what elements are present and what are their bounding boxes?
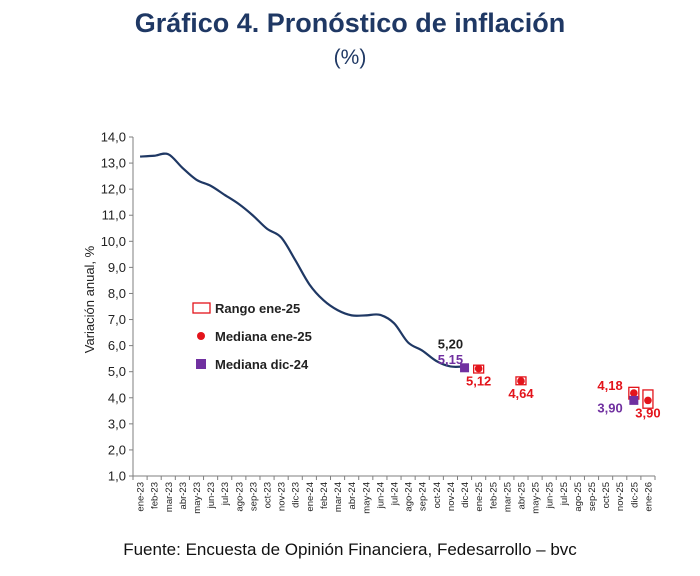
inflation-line [139, 152, 465, 368]
x-tick-label: ene-23 [136, 482, 147, 512]
x-tick-label: sep-25 [587, 482, 598, 511]
median-ene25-dot [474, 364, 483, 373]
x-tick-label: jun-25 [545, 482, 556, 509]
y-tick-label: 14,0 [101, 130, 126, 145]
x-tick-label: nov-25 [615, 482, 626, 511]
x-tick-label: dic-24 [460, 482, 471, 508]
data-label: 4,64 [508, 386, 534, 401]
x-tick-label: oct-24 [432, 482, 443, 508]
x-tick-label: ago-25 [573, 482, 584, 512]
y-tick-label: 12,0 [101, 182, 126, 197]
x-tick-label: may-24 [361, 482, 372, 514]
y-tick-label: 4,0 [108, 390, 126, 405]
x-tick-label: jun-24 [375, 482, 386, 509]
x-tick-label: abr-25 [516, 482, 527, 509]
x-tick-label: ene-24 [305, 482, 316, 512]
x-tick-label: ene-26 [643, 482, 654, 512]
data-label: 3,90 [597, 400, 622, 415]
median-ene25-dot [517, 377, 525, 385]
x-tick-label: mar-23 [164, 482, 175, 512]
legend-label: Rango ene-25 [215, 301, 300, 316]
x-tick-label: feb-23 [150, 482, 161, 509]
y-axis-label: Variación anual, % [82, 245, 97, 353]
median-dic24-square [460, 363, 470, 373]
legend-range-swatch [192, 302, 211, 314]
x-tick-label: jul-23 [220, 482, 231, 506]
data-label: 5,12 [466, 374, 491, 389]
legend-square-swatch [196, 359, 206, 369]
y-tick-label: 13,0 [101, 156, 126, 171]
median-dic24-square [629, 395, 639, 405]
x-tick-label: jul-24 [390, 482, 401, 506]
y-tick-label: 2,0 [108, 442, 126, 457]
y-tick-label: 9,0 [108, 260, 126, 275]
x-tick-label: dic-23 [291, 482, 302, 508]
source-note: Fuente: Encuesta de Opinión Financiera, … [123, 540, 577, 559]
x-tick-label: jun-23 [206, 482, 217, 509]
y-tick-label: 10,0 [101, 234, 126, 249]
x-tick-label: dic-25 [629, 482, 640, 508]
y-tick-label: 7,0 [108, 312, 126, 327]
x-tick-label: mar-25 [502, 482, 513, 512]
y-tick-label: 6,0 [108, 338, 126, 353]
data-label: 3,90 [635, 405, 660, 420]
median-ene25-dot [630, 389, 638, 397]
x-tick-label: abr-24 [347, 482, 358, 509]
x-tick-label: oct-25 [601, 482, 612, 508]
chart-title: Gráfico 4. Pronóstico de inflación [134, 8, 566, 38]
x-tick-label: feb-24 [319, 482, 330, 509]
legend-label: Mediana dic-24 [215, 357, 309, 372]
x-tick-label: sep-23 [248, 482, 259, 511]
legend-label: Mediana ene-25 [215, 329, 312, 344]
x-tick-label: oct-23 [263, 482, 274, 508]
inflation-forecast-chart: 1,0 2,0 3,0 4,0 5,0 6,0 7,0 8,0 9,0 10,0 11,0 12,0 1… [82, 130, 661, 514]
x-tick-label: sep-24 [418, 482, 429, 511]
x-tick-label: jul-25 [559, 482, 570, 506]
x-tick-label: ago-23 [234, 482, 245, 512]
y-tick-label: 3,0 [108, 416, 126, 431]
y-tick-label: 5,0 [108, 364, 126, 379]
x-tick-label: feb-25 [488, 482, 499, 509]
x-tick-label: may-23 [192, 482, 203, 514]
x-tick-label: ago-24 [404, 482, 415, 512]
chart-subtitle: (%) [333, 46, 367, 69]
x-tick-label: ene-25 [474, 482, 485, 512]
data-label: 5,20 [438, 336, 463, 351]
data-label: 4,18 [597, 378, 622, 393]
data-label: 5,15 [438, 352, 463, 367]
y-tick-label: 8,0 [108, 286, 126, 301]
x-tick-label: mar-24 [333, 482, 344, 512]
x-tick-label: nov-23 [277, 482, 288, 511]
x-tick-label: abr-23 [178, 482, 189, 509]
x-tick-label: nov-24 [446, 482, 457, 511]
median-ene25-dot [644, 396, 652, 405]
y-tick-label: 11,0 [102, 208, 126, 223]
y-tick-label: 1,0 [108, 469, 126, 484]
legend-dot-swatch [197, 332, 205, 340]
x-tick-label: may-25 [531, 482, 542, 514]
